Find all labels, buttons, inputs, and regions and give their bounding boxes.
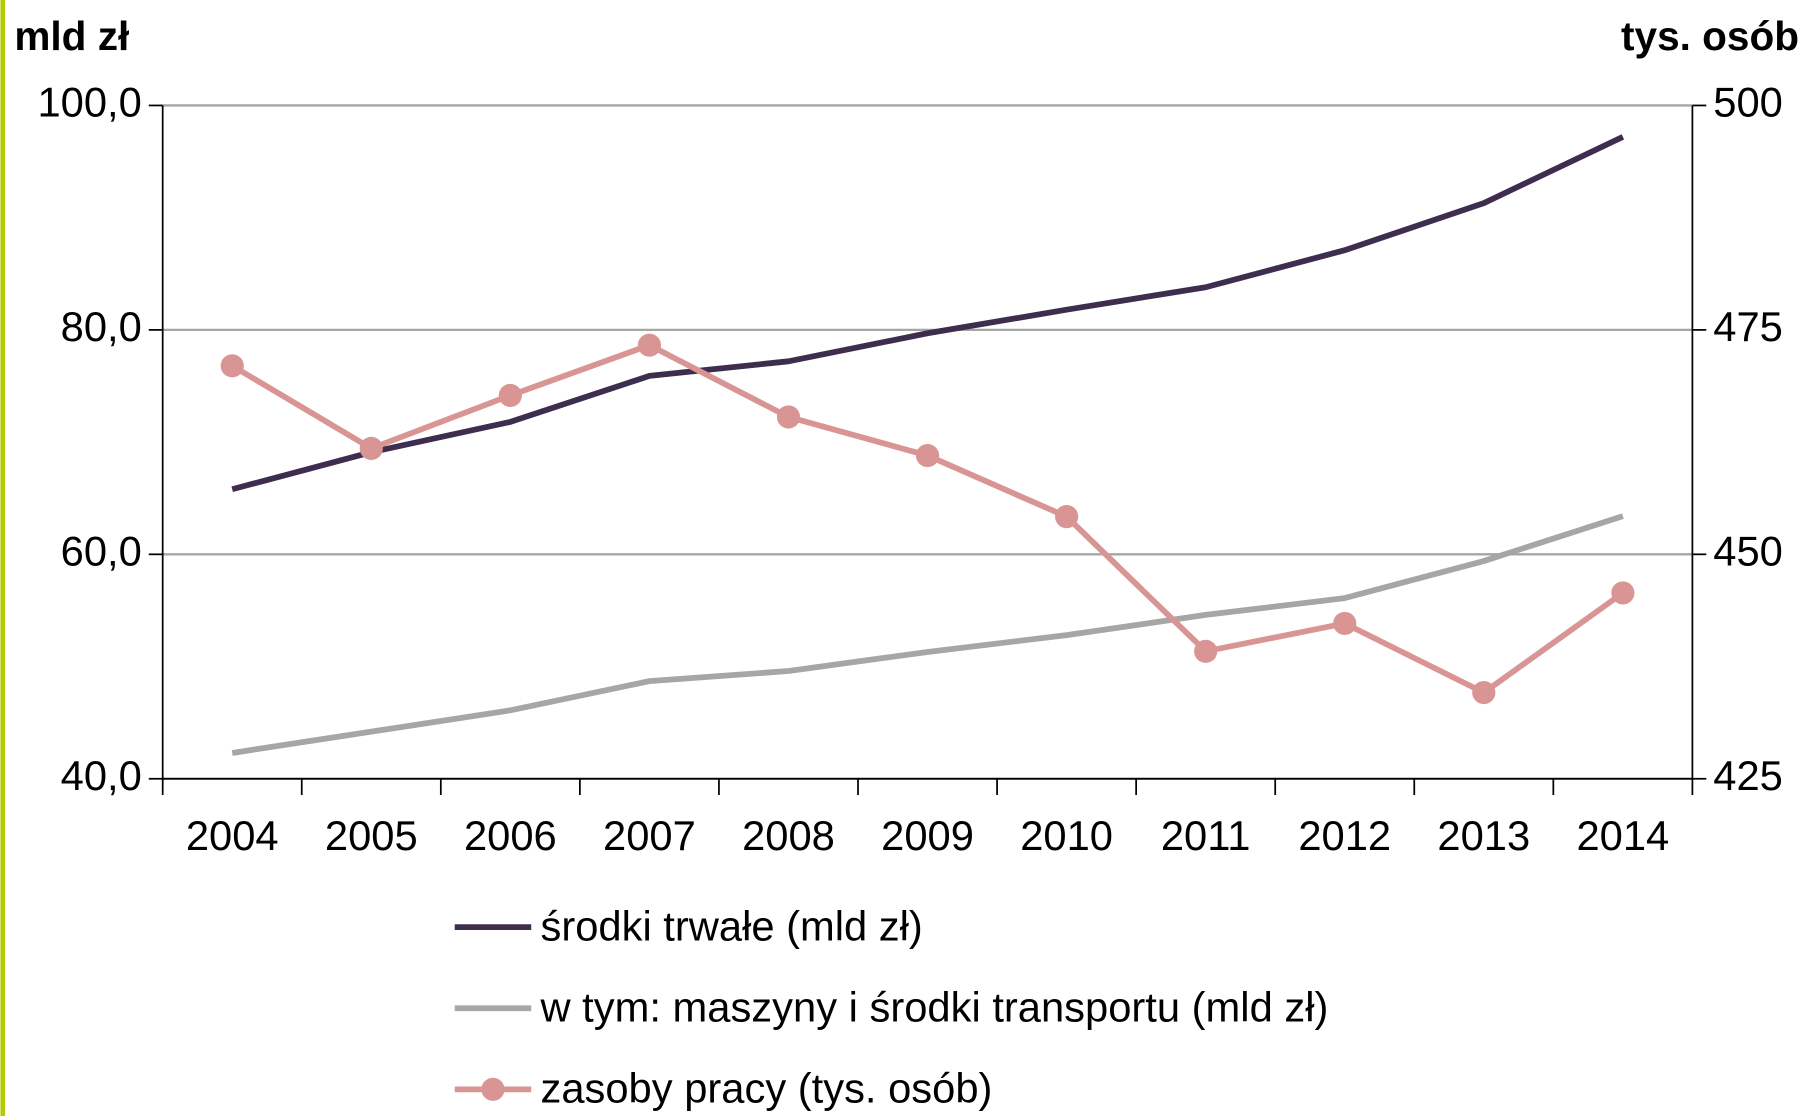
x-tick-label: 2014 — [1576, 812, 1669, 859]
series-line — [230, 342, 1625, 696]
x-tick-label: 2008 — [742, 812, 835, 859]
series-line — [231, 134, 1625, 493]
series-marker — [1611, 581, 1635, 605]
legend-label: zasoby pracy (tys. osób) — [540, 1065, 992, 1112]
series-marker — [498, 383, 522, 408]
y-tick-label: 60,0 — [61, 527, 142, 574]
page-border — [0, 0, 6, 1116]
legend-label: środki trwałe (mld zł) — [540, 902, 922, 949]
y2-tick-label: 500 — [1713, 78, 1783, 125]
y-axis-title: mld zł — [14, 13, 129, 59]
y2-tick-label: 425 — [1713, 752, 1783, 799]
series-line — [231, 513, 1624, 756]
series-marker — [1194, 639, 1218, 663]
x-tick-label: 2009 — [881, 812, 974, 859]
series-marker — [915, 443, 940, 468]
y-tick-label: 40,0 — [61, 752, 142, 799]
series-marker — [220, 354, 244, 378]
series-marker — [1472, 680, 1496, 705]
x-tick-label: 2012 — [1298, 812, 1391, 859]
x-tick-label: 2006 — [464, 812, 557, 859]
series-marker — [637, 333, 661, 357]
x-tick-label: 2007 — [603, 812, 696, 859]
y-tick-label: 100,0 — [37, 78, 141, 125]
y2-tick-label: 475 — [1713, 303, 1783, 350]
y-tick-label: 80,0 — [61, 303, 142, 350]
series-marker — [1333, 611, 1357, 636]
x-tick-label: 2011 — [1161, 812, 1251, 859]
series-marker — [1055, 505, 1079, 529]
series-marker — [776, 405, 801, 429]
y2-tick-label: 450 — [1713, 527, 1783, 574]
x-tick-label: 2004 — [186, 812, 279, 859]
series-marker — [359, 436, 383, 460]
legend-label: w tym: maszyny i środki transportu (mld … — [539, 984, 1328, 1031]
y2-axis-title: tys. osób — [1621, 13, 1799, 59]
x-tick-label: 2013 — [1437, 812, 1530, 859]
x-tick-label: 2005 — [325, 812, 418, 859]
legend-marker — [481, 1077, 505, 1101]
x-tick-label: 2010 — [1020, 812, 1113, 859]
